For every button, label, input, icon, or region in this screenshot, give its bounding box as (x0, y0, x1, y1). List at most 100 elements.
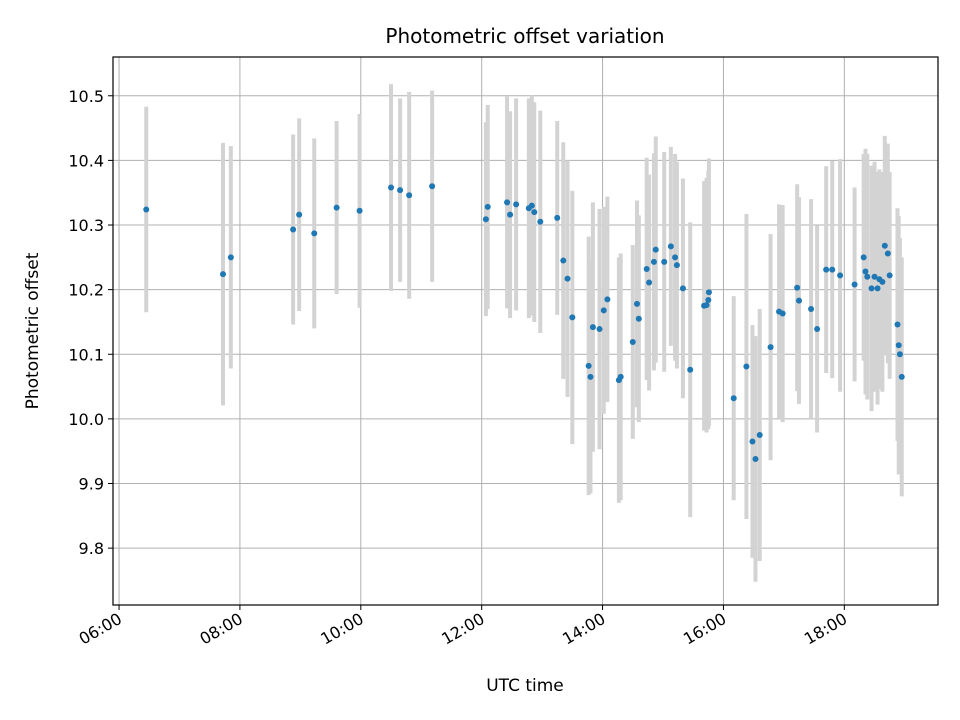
data-point (752, 455, 759, 462)
grid (113, 57, 938, 605)
data-point (823, 266, 830, 273)
data-point (643, 265, 650, 272)
data-point (884, 250, 891, 257)
x-tick-label: 10:00 (317, 609, 366, 649)
plot-frame (112, 56, 939, 606)
x-axis-label: UTC time (486, 676, 564, 696)
x-tick-label: 06:00 (76, 609, 125, 649)
data-point (829, 266, 836, 273)
data-point (634, 300, 641, 307)
data-point (513, 201, 520, 208)
data-point (871, 273, 878, 280)
x-tick-label: 18:00 (801, 609, 850, 649)
data-point (600, 307, 607, 314)
x-tick-label: 08:00 (196, 609, 245, 649)
data-point (296, 211, 303, 218)
data-point (507, 211, 514, 218)
y-tick-label: 9.8 (79, 539, 104, 558)
data-point (311, 230, 318, 237)
y-tick-label: 10.2 (68, 281, 104, 300)
data-point (290, 226, 297, 233)
data-point (537, 218, 544, 225)
data-point (705, 296, 712, 303)
data-point (564, 275, 571, 282)
data-point (596, 326, 603, 333)
y-tick-label: 10.3 (68, 216, 104, 235)
data-point (673, 262, 680, 269)
data-point (862, 268, 869, 275)
x-tick-label: 12:00 (438, 609, 487, 649)
data-point (650, 258, 657, 265)
x-tick-label: 14:00 (559, 609, 608, 649)
y-tick-label: 9.9 (79, 475, 104, 494)
data-point (569, 314, 576, 321)
data-point (837, 272, 844, 279)
data-points (143, 183, 905, 462)
data-point (484, 203, 491, 210)
data-point (388, 184, 395, 191)
data-point (874, 285, 881, 292)
data-point (864, 273, 871, 280)
data-point (895, 342, 902, 349)
data-point (898, 373, 905, 380)
data-point (756, 432, 763, 439)
chart-title: Photometric offset variation (385, 24, 664, 48)
data-point (333, 204, 340, 211)
y-tick-label: 10.4 (68, 151, 104, 170)
x-axis: 06:00 08:00 10:00 12:00 14:00 16:00 18:00 (76, 605, 850, 649)
data-point (705, 289, 712, 296)
data-point (143, 206, 150, 213)
data-point (881, 242, 888, 249)
data-point (646, 279, 653, 286)
y-tick-label: 10.5 (68, 87, 104, 106)
data-point (629, 338, 636, 345)
data-point (779, 310, 786, 317)
data-point (868, 285, 875, 292)
data-point (227, 254, 234, 261)
data-point (560, 257, 567, 264)
data-point (617, 373, 624, 380)
data-point (652, 246, 659, 253)
data-point (661, 258, 668, 265)
y-tick-label: 10.1 (68, 345, 104, 364)
data-point (808, 306, 815, 313)
data-point (429, 183, 436, 190)
data-point (896, 351, 903, 358)
data-point (672, 254, 679, 261)
data-point (794, 284, 801, 291)
data-point (860, 254, 867, 261)
data-point (749, 438, 756, 445)
data-point (703, 302, 710, 309)
x-tick-label: 16:00 (680, 609, 729, 649)
data-point (679, 285, 686, 292)
data-point (397, 187, 404, 194)
data-point (667, 243, 674, 250)
data-point (220, 271, 226, 278)
data-point (730, 395, 737, 402)
data-point (886, 272, 893, 279)
data-point (687, 366, 694, 373)
data-point (554, 214, 561, 221)
data-point (743, 363, 750, 370)
data-point (851, 281, 858, 288)
data-point (894, 321, 901, 328)
data-point (814, 326, 821, 333)
data-point (528, 202, 535, 209)
data-point (879, 278, 886, 285)
y-axis: 9.8 9.9 10.0 10.1 10.2 10.3 10.4 10.5 (68, 87, 113, 558)
data-point (604, 296, 611, 303)
data-point (504, 199, 511, 206)
y-tick-label: 10.0 (68, 410, 104, 429)
error-bars (144, 84, 904, 582)
data-point (531, 209, 538, 216)
data-point (406, 192, 413, 199)
y-axis-label: Photometric offset (23, 252, 43, 409)
data-point (795, 297, 802, 304)
data-point (587, 373, 594, 380)
data-point (589, 324, 596, 331)
data-point (482, 216, 489, 223)
data-point (585, 362, 592, 369)
data-point (356, 207, 363, 214)
data-point (635, 315, 642, 322)
